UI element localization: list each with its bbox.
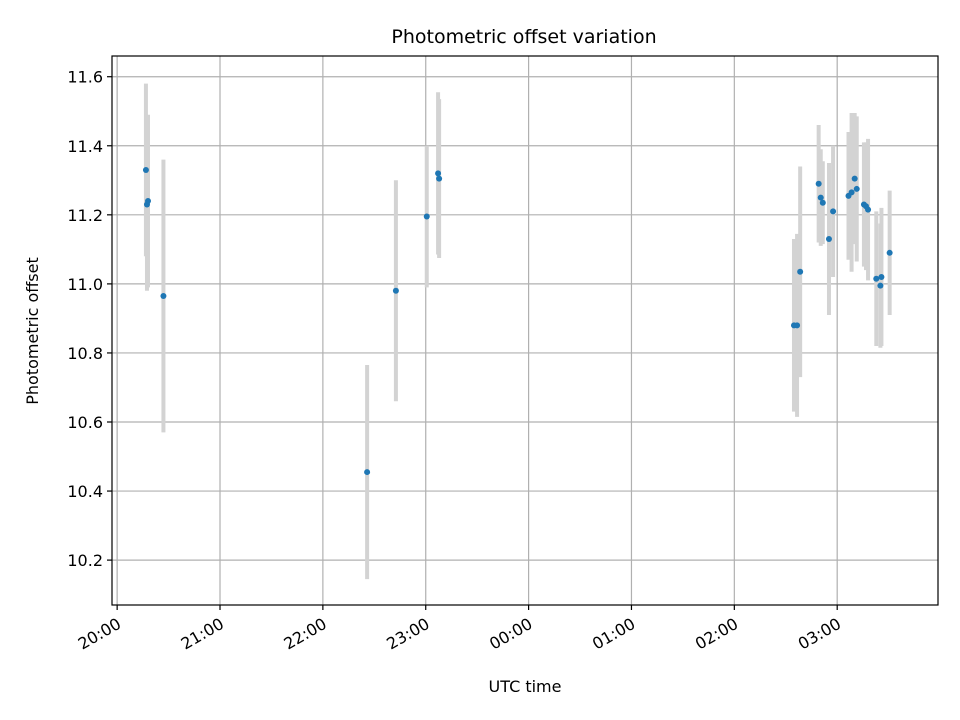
data-points <box>142 166 893 476</box>
y-tick-label: 11.2 <box>67 206 103 225</box>
y-axis-ticks: 10.2 10.4 10.6 10.8 11.0 11.2 11.4 11.6 <box>67 68 112 570</box>
data-point <box>851 175 858 182</box>
data-point <box>886 249 893 256</box>
data-point <box>794 322 801 329</box>
data-point <box>878 273 885 280</box>
data-point <box>142 166 149 173</box>
data-point <box>436 175 443 182</box>
data-point <box>853 185 860 192</box>
grid <box>112 56 938 605</box>
data-point <box>145 198 152 205</box>
data-point <box>865 206 872 213</box>
data-point <box>873 275 880 282</box>
y-tick-label: 11.6 <box>67 68 103 87</box>
data-point <box>392 287 399 294</box>
data-point <box>819 199 826 206</box>
x-axis-label: UTC time <box>489 677 562 696</box>
y-tick-label: 10.8 <box>67 344 103 363</box>
data-point <box>815 180 822 187</box>
data-point <box>435 170 442 177</box>
plot-area-frame <box>111 55 939 606</box>
data-point <box>825 236 832 242</box>
data-point <box>797 268 804 275</box>
y-tick-label: 10.4 <box>67 482 103 501</box>
data-point <box>423 213 430 220</box>
data-point <box>160 292 167 299</box>
data-point <box>364 469 371 476</box>
data-point <box>830 208 837 215</box>
y-tick-label: 11.0 <box>67 275 103 294</box>
data-point <box>848 189 855 196</box>
data-point <box>817 194 824 201</box>
y-tick-label: 10.6 <box>67 413 103 432</box>
chart-title: Photometric offset variation <box>391 26 656 48</box>
data-point <box>877 282 884 289</box>
y-axis-label: Photometric offset <box>23 257 42 405</box>
y-tick-label: 10.2 <box>67 551 103 570</box>
y-tick-label: 11.4 <box>67 137 103 156</box>
